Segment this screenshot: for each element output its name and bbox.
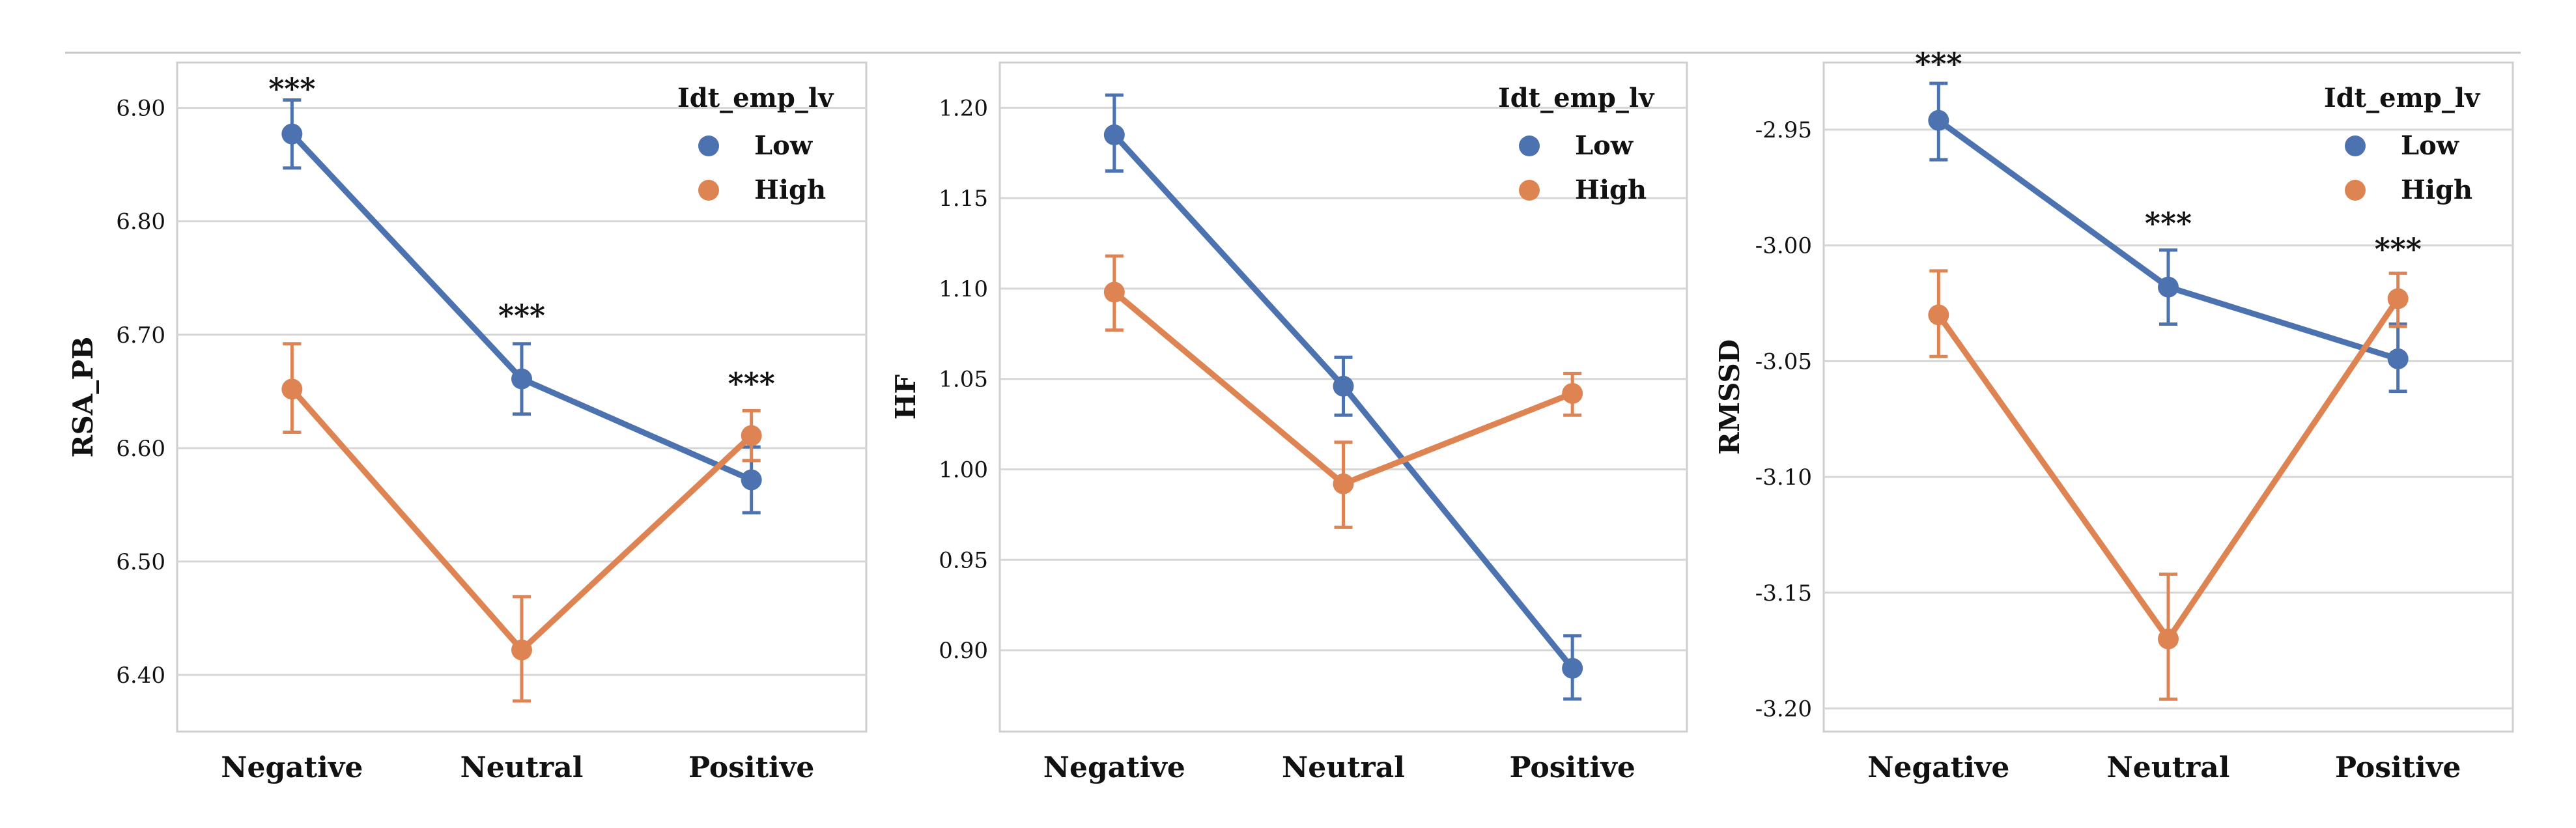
legend-label: High [1575,175,1647,205]
legend-marker [698,136,719,156]
significance-marker: *** [1915,46,1962,81]
legend-label: Low [2401,130,2460,161]
panel-1: 6.40 6.50 6.60 6.70 6.80 6.90 RSA_PB Negative Ne… [67,61,868,784]
panel-2: 0.90 0.95 1.00 1.05 1.10 1.15 1.20 HF Negative Ne… [890,61,1688,784]
legend-label: Low [754,130,814,161]
data-point [281,123,303,145]
y-axis-label: RMSSD [1714,339,1746,455]
legend-marker [698,180,719,201]
y-tick-label: -3.10 [1755,464,1812,491]
series-high [1928,269,2409,701]
significance-marker: *** [498,298,545,333]
legend-label: High [754,175,826,205]
x-tick-label: Negative [1043,751,1185,784]
legend-marker [1519,180,1540,201]
legend-marker [2345,180,2366,201]
y-axis-label: HF [890,375,922,420]
y-tick-label: 1.15 [939,186,988,212]
x-tick-label: Positive [688,751,814,784]
x-tick-label: Negative [221,751,363,784]
legend-title: Idt_emp_lv [677,83,834,113]
significance-marker: *** [2145,206,2192,241]
panel-3: -3.20 -3.15 -3.10 -3.05 -3.00 -2.95 RMSSD Negat… [1714,46,2514,784]
y-tick-label: 6.60 [116,436,165,462]
y-tick-label: 6.40 [116,663,165,689]
y-tick-label: 0.90 [939,638,988,664]
data-point [2158,276,2179,298]
data-point [1928,304,1949,326]
legend-marker [2345,136,2366,156]
legend: Idt_emp_lv Low High [1498,83,1655,205]
y-tick-label: 6.80 [116,209,165,235]
y-tick-label: 1.00 [939,457,988,483]
data-point [2387,348,2409,369]
significance-marker: *** [728,366,775,401]
data-point [1562,382,1583,404]
y-tick-label: 6.70 [116,322,165,349]
data-point [511,368,532,390]
data-point [1103,281,1125,303]
series-low [1928,81,2409,393]
y-tick-label: -3.15 [1755,580,1812,607]
data-point [2158,628,2179,650]
data-point [741,425,762,446]
significance-marker: *** [268,71,315,106]
data-point [2387,288,2409,309]
legend-title: Idt_emp_lv [1498,83,1655,113]
y-tick-label: 1.10 [939,276,988,302]
y-tick-label: 1.20 [939,95,988,121]
legend-title: Idt_emp_lv [2324,83,2481,113]
y-tick-label: -3.20 [1755,696,1812,722]
data-point [1928,109,1949,131]
data-point [741,469,762,491]
data-point [1333,375,1354,397]
legend-label: Low [1575,130,1634,161]
series-high [1103,254,1583,529]
y-axis-label: RSA_PB [67,337,99,458]
data-point [281,378,303,400]
y-tick-label: 0.95 [939,547,988,573]
x-tick-label: Negative [1867,751,2009,784]
x-tick-label: Neutral [1282,751,1405,784]
legend-label: High [2401,175,2472,205]
y-tick-label: 1.05 [939,367,988,393]
data-point [1103,124,1125,146]
y-tick-label: 6.50 [116,549,165,575]
x-tick-label: Positive [1509,751,1635,784]
x-tick-label: Positive [2335,751,2461,784]
legend-marker [1519,136,1540,156]
legend: Idt_emp_lv Low High [2324,83,2481,205]
legend: Idt_emp_lv Low High [677,83,834,205]
y-tick-label: -2.95 [1755,117,1812,143]
x-tick-label: Neutral [2107,751,2230,784]
data-point [1333,473,1354,494]
x-tick-label: Neutral [460,751,584,784]
y-tick-label: -3.00 [1755,233,1812,259]
series-low [281,98,762,515]
data-point [511,639,532,661]
y-tick-label: -3.05 [1755,349,1812,375]
series-low [1103,93,1583,701]
y-tick-label: 6.90 [116,96,165,122]
data-point [1562,657,1583,679]
series-high [281,342,762,703]
significance-marker: *** [2375,231,2422,266]
